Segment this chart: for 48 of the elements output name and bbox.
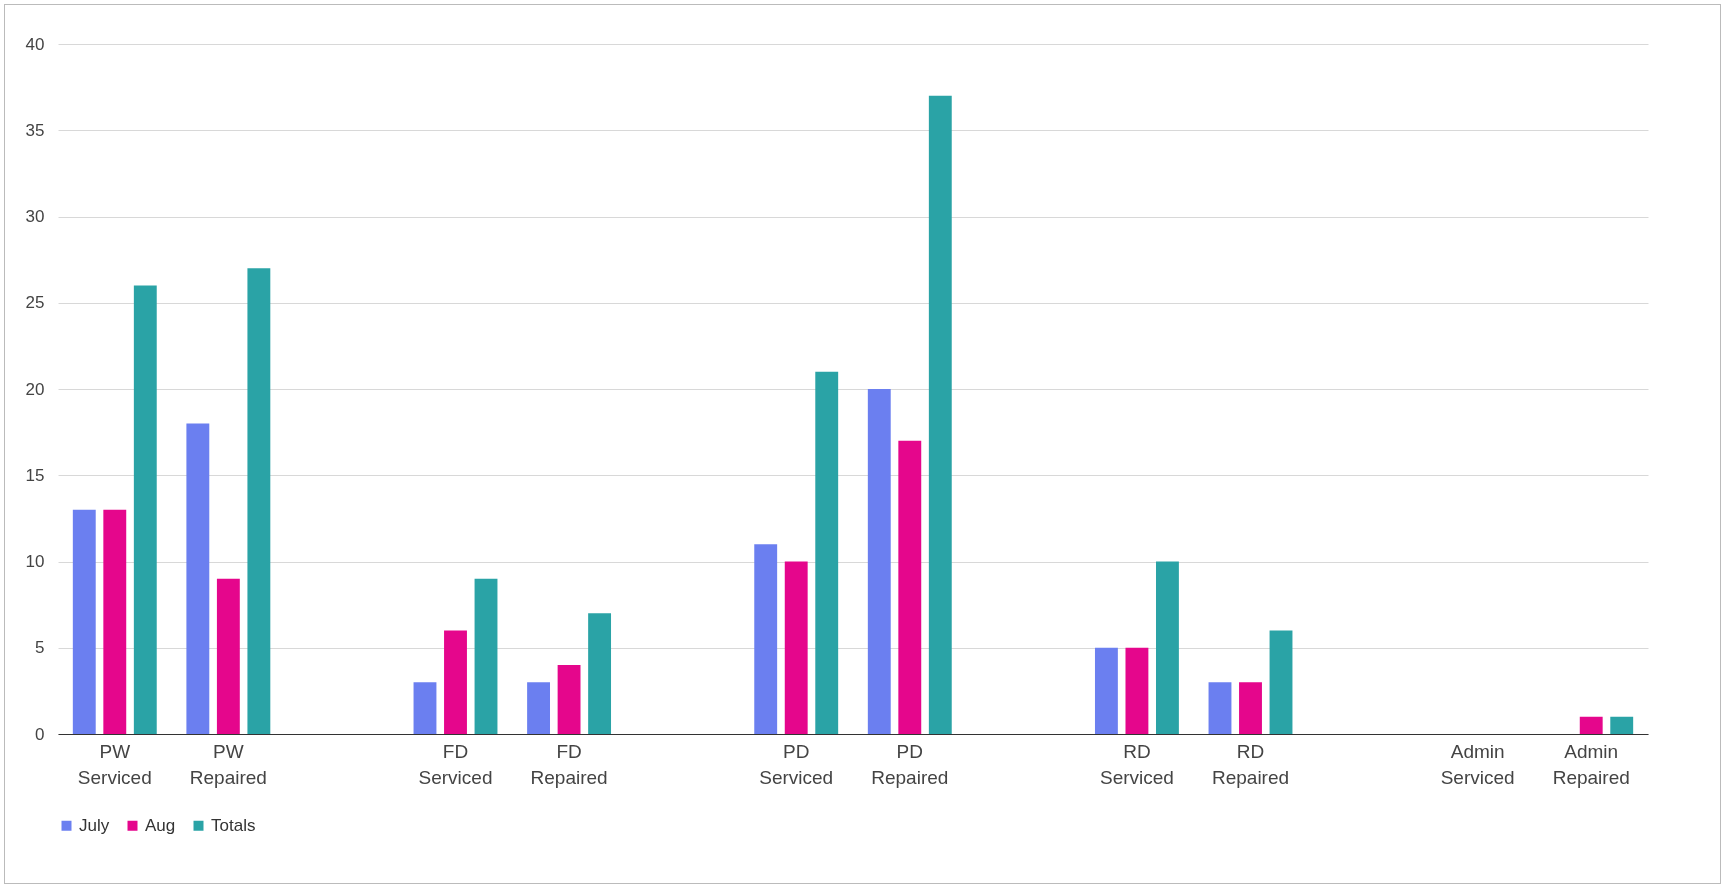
bar: [815, 371, 839, 734]
bar: [1125, 647, 1149, 734]
bar: [133, 285, 157, 734]
bar: [1610, 716, 1634, 734]
bar: [186, 423, 210, 734]
bar: [247, 268, 271, 734]
legend-label: July: [79, 815, 110, 835]
x-tick-label: RD Serviced: [1099, 740, 1174, 788]
legend-label: Aug: [145, 815, 176, 835]
bar: [784, 561, 808, 734]
bar: [1156, 561, 1179, 734]
bar: [1239, 682, 1262, 734]
bar: [1269, 630, 1293, 734]
bar: [474, 578, 498, 734]
y-tick-label: 20: [25, 379, 45, 399]
bar: [1094, 647, 1118, 734]
x-tick-label: Admin Repaired: [1552, 740, 1630, 788]
bar: [754, 544, 778, 734]
y-tick-label: 0: [35, 724, 45, 744]
y-tick-label: 40: [25, 34, 45, 54]
bar: [216, 578, 240, 734]
y-tick-label: 30: [25, 207, 45, 226]
legend-label: Totals: [211, 815, 256, 835]
y-tick-label: 25: [25, 293, 45, 313]
bar: [72, 509, 96, 734]
x-tick-label: RD Repaired: [1211, 740, 1290, 788]
bar: [527, 682, 550, 734]
x-tick-label: Admin Serviced: [1440, 740, 1515, 788]
x-tick-label: FD Serviced: [418, 740, 493, 788]
x-tick-label: FD Repaired: [530, 740, 608, 788]
bar: [1579, 716, 1603, 734]
bar: [103, 509, 127, 734]
bar: [413, 682, 437, 734]
y-tick-label: 15: [25, 465, 45, 485]
x-tick-label: PW Serviced: [77, 740, 152, 788]
y-tick-label: 35: [25, 120, 45, 140]
y-tick-label: 5: [35, 638, 45, 658]
bar: [898, 440, 922, 734]
bar: [588, 613, 612, 734]
x-tick-label: PD Serviced: [759, 740, 834, 788]
x-tick-label: PW Repaired: [189, 740, 267, 788]
bar: [867, 389, 891, 734]
bar: [557, 665, 581, 734]
y-tick-label: 10: [25, 552, 45, 571]
x-tick-label: PD Repaired: [871, 740, 949, 788]
bar: [928, 95, 952, 734]
bar: [444, 630, 467, 734]
bar: [1208, 682, 1232, 734]
